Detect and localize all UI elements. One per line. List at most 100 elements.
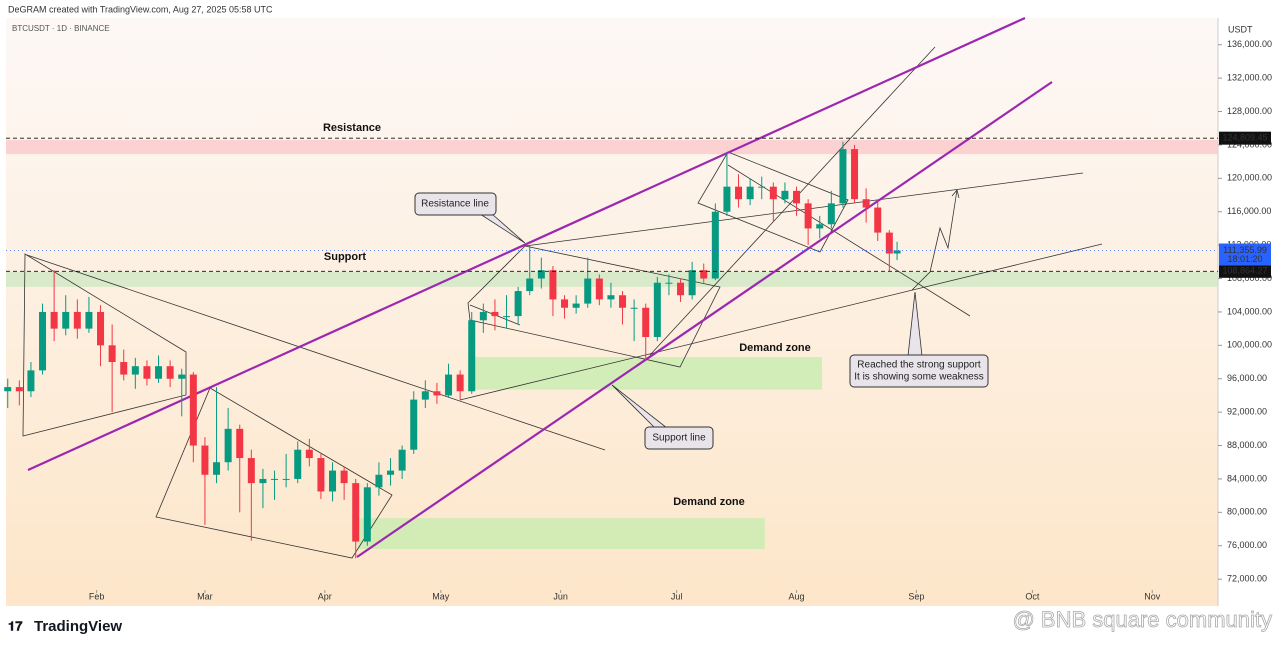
y-tick-label: 84,000.00 — [1227, 473, 1267, 483]
x-tick-label: Sep — [908, 591, 924, 601]
candle-body — [166, 366, 174, 379]
candle-body — [271, 478, 279, 480]
candle-body — [816, 224, 824, 229]
candle-body — [665, 282, 673, 284]
candle-body — [526, 278, 534, 292]
zone-label: Demand zone — [673, 496, 745, 508]
candle-body — [329, 470, 337, 492]
y-tick-label: 116,000.00 — [1227, 206, 1271, 216]
y-tick-label: 120,000.00 — [1227, 173, 1272, 183]
x-tick-label: Aug — [789, 591, 805, 601]
candle-body — [677, 282, 685, 296]
candle-body — [120, 362, 128, 375]
wedge-pattern — [155, 387, 393, 559]
candle-body — [282, 478, 290, 480]
candle-body — [143, 366, 151, 379]
y-tick-label: 80,000.00 — [1227, 507, 1267, 517]
callout-text: It is showing some weakness — [854, 372, 984, 383]
candle-body — [503, 316, 511, 318]
watermark: @ BNB square community — [1012, 607, 1272, 632]
y-tick-label: 88,000.00 — [1227, 440, 1267, 450]
header-credit: DeGRAM created with TradingView.com, Aug… — [8, 4, 273, 14]
last-price-box — [1219, 243, 1271, 266]
candle-body — [827, 203, 835, 225]
triangle-pattern — [22, 253, 187, 437]
candle-body — [27, 370, 35, 392]
candle-body — [375, 474, 383, 488]
y-tick-label: 108,000.00 — [1227, 273, 1272, 283]
x-tick-label: Nov — [1144, 591, 1161, 601]
channel-lower — [356, 81, 1053, 558]
price-label-box — [1219, 131, 1271, 145]
x-tick-label: Apr — [318, 591, 332, 601]
candle-body — [39, 311, 47, 371]
candle-body — [305, 449, 313, 459]
candle-body — [851, 149, 859, 200]
candle-body — [804, 203, 812, 229]
candle-body — [700, 270, 708, 279]
candle-body — [201, 445, 209, 475]
candle-body — [4, 387, 12, 392]
candle-body — [410, 399, 418, 450]
candle-body — [630, 307, 638, 309]
candle-body — [607, 295, 615, 300]
candle-body — [514, 291, 522, 317]
y-tick-label: 136,000.00 — [1227, 39, 1272, 49]
candle-body — [479, 311, 487, 321]
trend-line — [26, 254, 606, 451]
candle-body — [398, 449, 406, 471]
candle-body — [108, 345, 116, 363]
trend-line — [727, 164, 971, 317]
zone — [358, 518, 765, 550]
candle-body — [723, 186, 731, 212]
candle-body — [456, 374, 464, 392]
zone — [6, 271, 1218, 287]
candle-body — [653, 282, 661, 337]
candle-body — [874, 207, 882, 233]
candle-body — [189, 374, 197, 446]
candle-body — [793, 190, 801, 204]
symbol-label: BTCUSDT · 1D · BINANCE — [12, 24, 110, 33]
candle-body — [781, 190, 789, 200]
candle-body — [155, 366, 163, 379]
candle-body — [642, 307, 650, 337]
x-tick-label: Jun — [553, 591, 568, 601]
currency-label: USDT — [1228, 24, 1253, 34]
candle-body — [735, 186, 743, 200]
candle-body — [746, 186, 754, 200]
candle-body — [294, 449, 302, 479]
candle-body — [224, 428, 232, 463]
last-price-label: 111,355.99 — [1223, 245, 1267, 255]
candle-body — [862, 199, 870, 208]
candle-body — [595, 278, 603, 300]
candle-body — [549, 270, 557, 300]
candle-body — [363, 487, 371, 542]
trend-line — [459, 243, 1103, 401]
y-tick-label: 92,000.00 — [1227, 407, 1267, 417]
y-tick-label: 76,000.00 — [1227, 540, 1267, 550]
callout-box — [849, 354, 989, 388]
candle-body — [213, 462, 221, 475]
zone-label: Resistance — [323, 122, 381, 134]
candles — [4, 141, 901, 559]
price-label-box — [1219, 264, 1271, 278]
y-tick-label: 72,000.00 — [1227, 574, 1267, 584]
candle-body — [769, 186, 777, 200]
x-tick-label: Mar — [197, 591, 213, 601]
candle-body — [619, 295, 627, 308]
trend-line — [649, 46, 936, 356]
callout-text: Resistance line — [421, 199, 489, 210]
candle-body — [236, 428, 244, 459]
logo-text: TradingView — [34, 618, 122, 635]
candle-body — [491, 311, 499, 317]
callout-box — [644, 426, 714, 450]
candle-body — [561, 299, 569, 308]
projection-path — [911, 189, 958, 291]
y-tick-label: 104,000.00 — [1227, 306, 1272, 316]
candle-body — [584, 278, 592, 304]
candle-body — [572, 303, 580, 308]
trend-line — [524, 172, 1084, 247]
callout-text: Reached the strong support — [857, 360, 981, 371]
candle-body — [247, 458, 255, 484]
